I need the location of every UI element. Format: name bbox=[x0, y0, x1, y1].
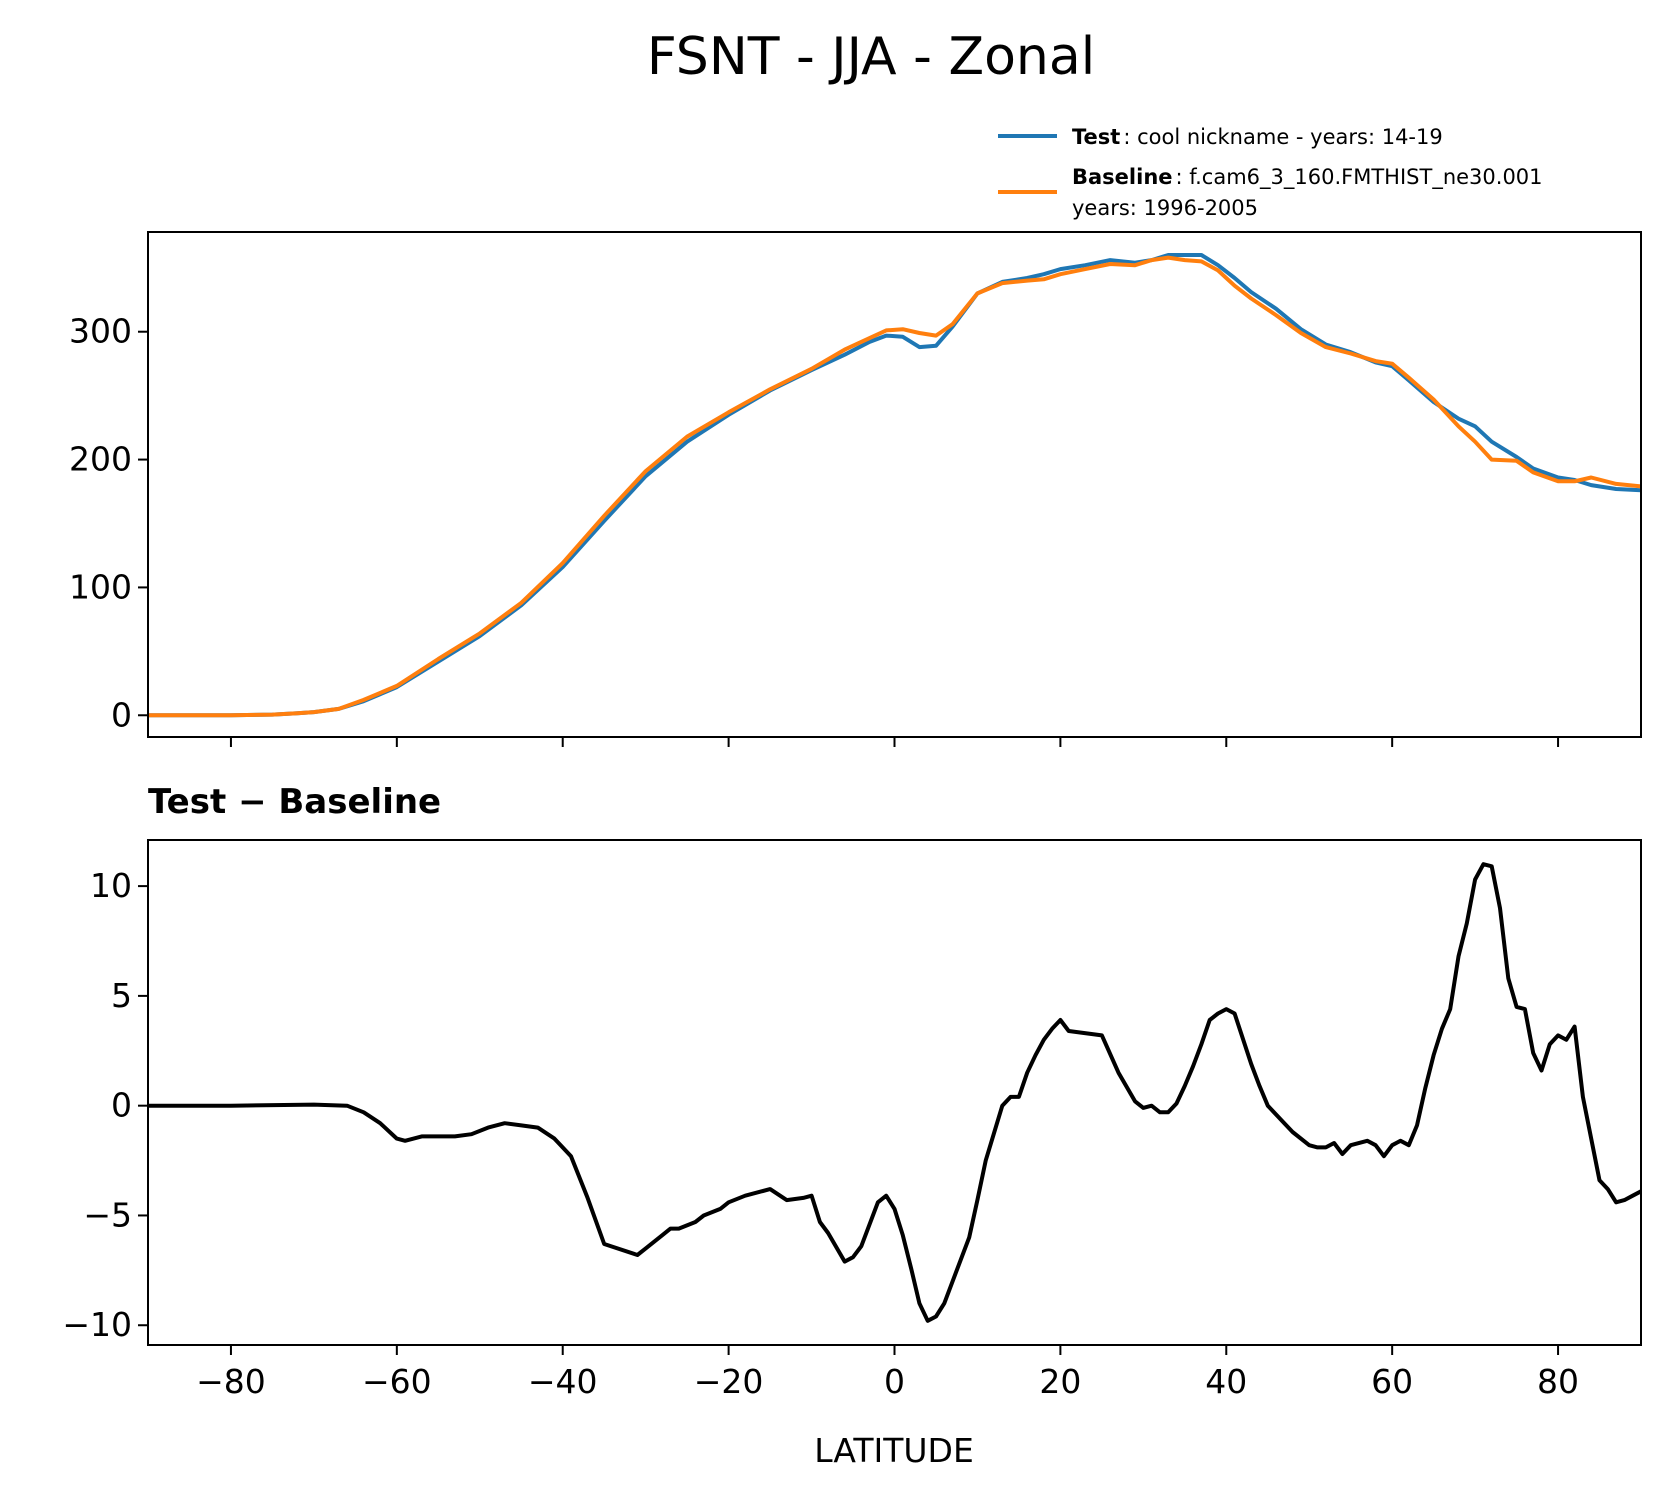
panel-top: 0 100 200 300 bbox=[69, 231, 1642, 747]
x-tick-label: −40 bbox=[528, 1362, 598, 1401]
panel-bottom-frame bbox=[147, 839, 1642, 1346]
legend: Test: cool nickname - years: 14-19 Basel… bbox=[998, 125, 1543, 220]
panel-top-frame bbox=[147, 231, 1642, 738]
x-tick-label: −60 bbox=[362, 1362, 432, 1401]
x-tick-label: −80 bbox=[196, 1362, 266, 1401]
series-line-test-baseline bbox=[148, 862, 1641, 1323]
y-tick-label: 5 bbox=[111, 976, 132, 1015]
y-tick-label: 200 bbox=[69, 440, 132, 479]
y-tick-label: 100 bbox=[69, 567, 132, 606]
y-tick-label: 10 bbox=[90, 866, 132, 905]
x-tick-label: −20 bbox=[694, 1362, 764, 1401]
x-tick-label: 40 bbox=[1205, 1362, 1247, 1401]
x-tick-label: 20 bbox=[1039, 1362, 1081, 1401]
panel-bottom-title: Test − Baseline bbox=[148, 782, 441, 822]
legend-label-test: Test: cool nickname - years: 14-19 bbox=[1072, 125, 1443, 149]
x-tick-label: 0 bbox=[884, 1362, 905, 1401]
x-axis-label: LATITUDE bbox=[814, 1431, 974, 1470]
y-tick-label: 0 bbox=[111, 1086, 132, 1125]
y-tick-label: −5 bbox=[83, 1195, 132, 1234]
x-tick-label: 60 bbox=[1371, 1362, 1413, 1401]
y-tick-label: 0 bbox=[111, 695, 132, 734]
y-tick-label: −10 bbox=[62, 1305, 132, 1344]
series-line-baseline bbox=[148, 255, 1641, 718]
x-tick-label: 80 bbox=[1537, 1362, 1579, 1401]
panel-bottom: Test − Baseline −10 −5 0 5 10 −80 −60 −40 −20 0 2… bbox=[62, 782, 1642, 1401]
chart-title: FSNT - JJA - Zonal bbox=[647, 27, 1095, 87]
legend-label-baseline-years: years: 1996-2005 bbox=[1072, 196, 1258, 220]
legend-label-baseline: Baseline: f.cam6_3_160.FMTHIST_ne30.001 bbox=[1072, 165, 1543, 190]
y-tick-label: 300 bbox=[69, 312, 132, 351]
